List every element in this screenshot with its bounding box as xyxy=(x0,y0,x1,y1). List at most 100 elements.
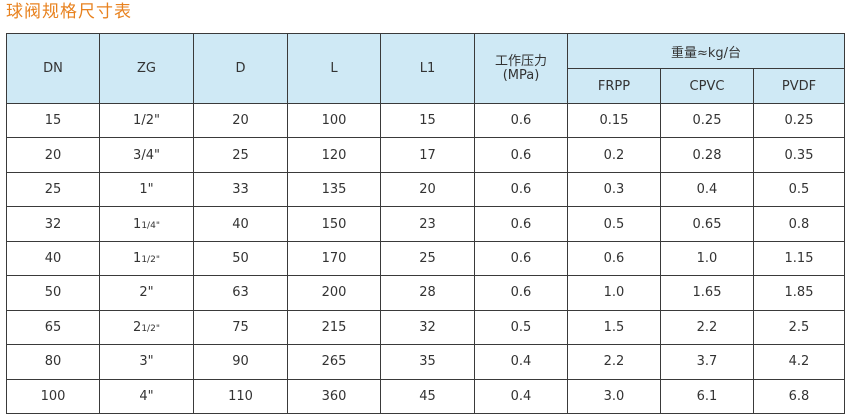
cell-l1: 20 xyxy=(380,171,475,208)
cell-l1: 35 xyxy=(380,344,475,380)
cell-frpp: 1.5 xyxy=(567,309,661,346)
cell-dn: 100 xyxy=(6,378,100,414)
cell-l1: 25 xyxy=(380,240,475,277)
cell-zg: 3" xyxy=(99,344,194,380)
cell-dn: 25 xyxy=(6,171,100,208)
cell-cpvc: 0.65 xyxy=(660,206,754,242)
table-row: 100 4" 110 360 45 0.4 3.0 6.1 6.8 xyxy=(6,378,845,414)
cell-l: 265 xyxy=(287,344,381,380)
header-weight-group: 重量≈kg/台 xyxy=(567,33,845,69)
cell-d: 90 xyxy=(193,344,288,380)
header-pressure-label: 工作压力 xyxy=(494,53,547,69)
page-title: 球阀规格尺寸表 xyxy=(6,2,132,22)
zg-fraction: 3/4" xyxy=(133,147,160,163)
cell-dn: 20 xyxy=(6,137,100,173)
cell-cpvc: 2.2 xyxy=(660,309,754,346)
header-working-pressure: 工作压力 (MPa) xyxy=(474,33,568,104)
cell-l: 360 xyxy=(287,378,381,414)
cell-dn: 80 xyxy=(6,344,100,380)
cell-frpp: 2.2 xyxy=(567,344,661,380)
table-row: 32 11/4" 40 150 23 0.6 0.5 0.65 0.8 xyxy=(6,206,845,242)
cell-l1: 23 xyxy=(380,206,475,242)
cell-dn: 50 xyxy=(6,275,100,311)
table-row: 80 3" 90 265 35 0.4 2.2 3.7 4.2 xyxy=(6,344,845,380)
zg-whole: 3" xyxy=(139,354,154,370)
cell-d: 110 xyxy=(193,378,288,414)
cell-pressure: 0.4 xyxy=(474,344,568,380)
cell-l1: 17 xyxy=(380,137,475,173)
cell-d: 50 xyxy=(193,240,288,277)
table-row: 15 1/2" 20 100 15 0.6 0.15 0.25 0.25 xyxy=(6,102,845,139)
header-l: L xyxy=(287,33,381,104)
zg-fraction: 1/4" xyxy=(141,220,160,231)
zg-fraction: 1/2" xyxy=(141,323,160,334)
cell-d: 20 xyxy=(193,102,288,139)
header-pvdf: PVDF xyxy=(753,68,845,104)
cell-cpvc: 1.0 xyxy=(660,240,754,277)
cell-l: 215 xyxy=(287,309,381,346)
cell-zg: 1" xyxy=(99,171,194,208)
cell-dn: 32 xyxy=(6,206,100,242)
cell-pressure: 0.6 xyxy=(474,206,568,242)
cell-frpp: 3.0 xyxy=(567,378,661,414)
zg-whole: 4" xyxy=(139,388,154,404)
cell-pvdf: 4.2 xyxy=(753,344,845,380)
cell-pvdf: 6.8 xyxy=(753,378,845,414)
cell-zg: 21/2" xyxy=(99,309,194,346)
table-row: 50 2" 63 200 28 0.6 1.0 1.65 1.85 xyxy=(6,275,845,311)
header-dn: DN xyxy=(6,33,100,104)
table-row: 20 3/4" 25 120 17 0.6 0.2 0.28 0.35 xyxy=(6,137,845,173)
cell-pvdf: 1.15 xyxy=(753,240,845,277)
table-row: 25 1" 33 135 20 0.6 0.3 0.4 0.5 xyxy=(6,171,845,208)
zg-fraction: 1/2" xyxy=(141,254,160,265)
cell-dn: 15 xyxy=(6,102,100,139)
zg-whole: 2 xyxy=(133,319,142,335)
cell-frpp: 0.3 xyxy=(567,171,661,208)
cell-d: 33 xyxy=(193,171,288,208)
cell-zg: 11/2" xyxy=(99,240,194,277)
table-header: DN ZG D L L1 工作压力 (MPa) 重量≈kg/台 FRPP CPV… xyxy=(6,33,845,104)
cell-l: 120 xyxy=(287,137,381,173)
cell-cpvc: 0.25 xyxy=(660,102,754,139)
cell-l1: 45 xyxy=(380,378,475,414)
ball-valve-spec-table: DN ZG D L L1 工作压力 (MPa) 重量≈kg/台 FRPP CPV… xyxy=(6,33,845,414)
cell-frpp: 1.0 xyxy=(567,275,661,311)
cell-cpvc: 6.1 xyxy=(660,378,754,414)
cell-cpvc: 0.4 xyxy=(660,171,754,208)
cell-l: 170 xyxy=(287,240,381,277)
cell-d: 63 xyxy=(193,275,288,311)
cell-frpp: 0.15 xyxy=(567,102,661,139)
cell-d: 75 xyxy=(193,309,288,346)
header-cpvc: CPVC xyxy=(660,68,754,104)
cell-cpvc: 3.7 xyxy=(660,344,754,380)
cell-zg: 2" xyxy=(99,275,194,311)
cell-frpp: 0.6 xyxy=(567,240,661,277)
header-pressure-unit: (MPa) xyxy=(502,67,540,83)
cell-frpp: 0.2 xyxy=(567,137,661,173)
cell-l1: 32 xyxy=(380,309,475,346)
zg-fraction: 1/2" xyxy=(133,113,160,129)
cell-l: 200 xyxy=(287,275,381,311)
cell-zg: 4" xyxy=(99,378,194,414)
header-zg: ZG xyxy=(99,33,194,104)
cell-zg: 3/4" xyxy=(99,137,194,173)
table-row: 65 21/2" 75 215 32 0.5 1.5 2.2 2.5 xyxy=(6,309,845,346)
cell-l1: 15 xyxy=(380,102,475,139)
cell-pressure: 0.6 xyxy=(474,240,568,277)
cell-cpvc: 0.28 xyxy=(660,137,754,173)
cell-l: 100 xyxy=(287,102,381,139)
cell-pvdf: 1.85 xyxy=(753,275,845,311)
header-frpp: FRPP xyxy=(567,68,661,104)
cell-pvdf: 0.35 xyxy=(753,137,845,173)
cell-pressure: 0.4 xyxy=(474,378,568,414)
cell-pvdf: 2.5 xyxy=(753,309,845,346)
zg-whole: 1 xyxy=(133,250,142,266)
zg-whole: 1 xyxy=(133,216,142,232)
cell-pressure: 0.6 xyxy=(474,102,568,139)
zg-whole: 1" xyxy=(139,182,154,198)
cell-frpp: 0.5 xyxy=(567,206,661,242)
table-row: 40 11/2" 50 170 25 0.6 0.6 1.0 1.15 xyxy=(6,240,845,277)
cell-d: 25 xyxy=(193,137,288,173)
cell-l: 150 xyxy=(287,206,381,242)
cell-d: 40 xyxy=(193,206,288,242)
